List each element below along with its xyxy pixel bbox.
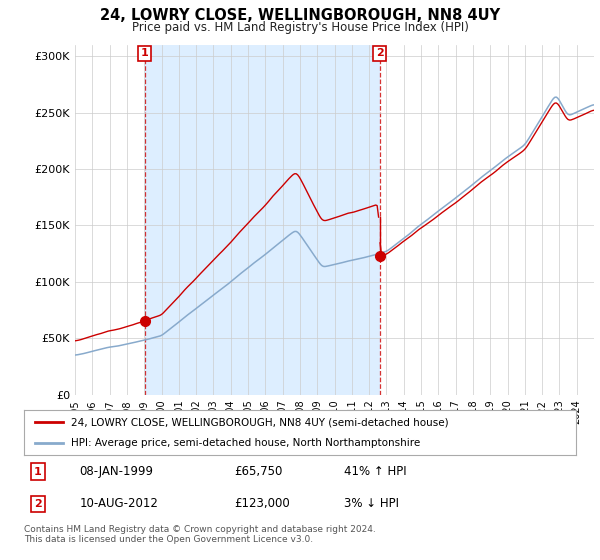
Text: 08-JAN-1999: 08-JAN-1999 [79,465,153,478]
Text: 3% ↓ HPI: 3% ↓ HPI [344,497,399,510]
Bar [145,45,380,395]
Text: £123,000: £123,000 [234,497,290,510]
Text: Price paid vs. HM Land Registry's House Price Index (HPI): Price paid vs. HM Land Registry's House … [131,21,469,34]
Text: £65,750: £65,750 [234,465,282,478]
Text: 10-AUG-2012: 10-AUG-2012 [79,497,158,510]
Text: 41% ↑ HPI: 41% ↑ HPI [344,465,407,478]
Text: 24, LOWRY CLOSE, WELLINGBOROUGH, NN8 4UY: 24, LOWRY CLOSE, WELLINGBOROUGH, NN8 4UY [100,8,500,24]
Bar [380,45,594,395]
Text: 2: 2 [34,499,41,509]
Bar [75,45,145,395]
Text: HPI: Average price, semi-detached house, North Northamptonshire: HPI: Average price, semi-detached house,… [71,437,420,447]
Text: 1: 1 [140,48,148,58]
Text: Contains HM Land Registry data © Crown copyright and database right 2024.
This d: Contains HM Land Registry data © Crown c… [24,525,376,544]
Text: 24, LOWRY CLOSE, WELLINGBOROUGH, NN8 4UY (semi-detached house): 24, LOWRY CLOSE, WELLINGBOROUGH, NN8 4UY… [71,417,449,427]
Text: 2: 2 [376,48,383,58]
Text: 1: 1 [34,466,41,477]
